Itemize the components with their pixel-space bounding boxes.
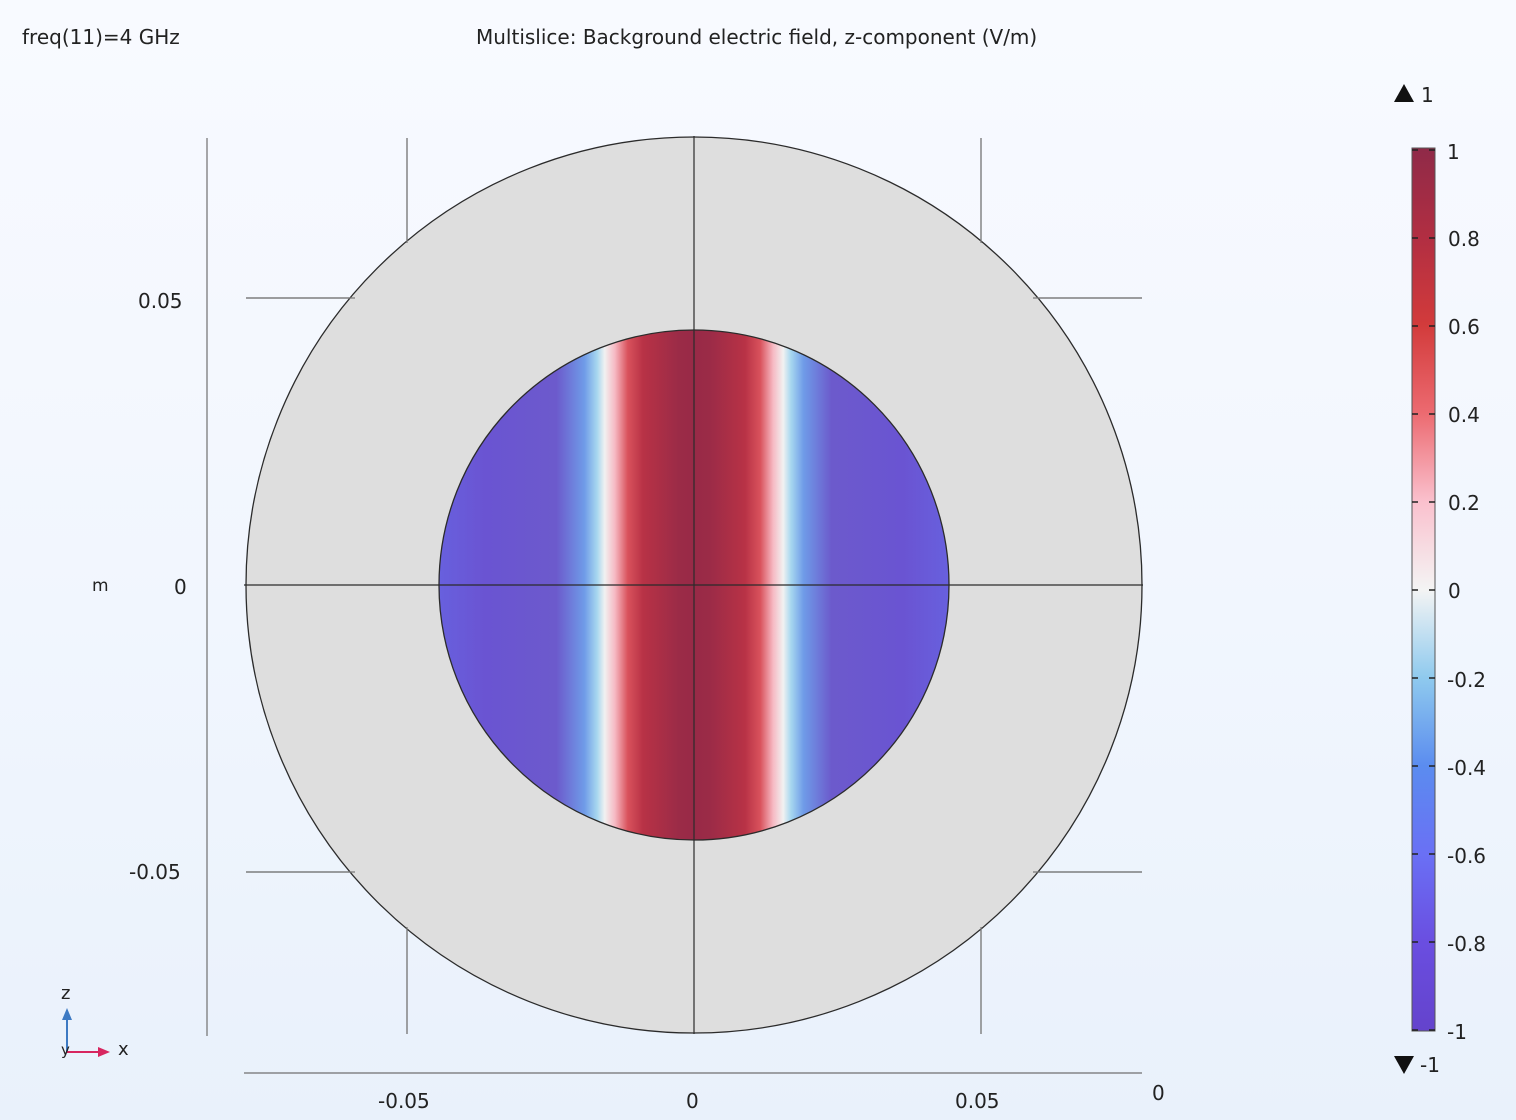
- colorbar-tick-label: 0.4: [1448, 403, 1480, 427]
- colorbar-tick-label: -0.4: [1447, 756, 1487, 780]
- axis-triad: [62, 1008, 110, 1057]
- colorbar-min-label: -1: [1420, 1053, 1440, 1077]
- parameter-label: freq(11)=4 GHz: [22, 25, 180, 49]
- y-tick-label: 0: [174, 575, 187, 599]
- colorbar-ticks: [1412, 149, 1435, 1031]
- min-marker-icon: [1394, 1056, 1414, 1074]
- plot-title: Multislice: Background electric field, z…: [476, 25, 1038, 49]
- triad-z-label: z: [61, 983, 71, 1004]
- colorbar-tick-label: 0.8: [1448, 227, 1480, 251]
- colorbar-tick-label: -0.6: [1447, 844, 1487, 868]
- max-marker-icon: [1394, 84, 1414, 102]
- colorbar-tick-label: -0.8: [1447, 932, 1487, 956]
- cut-lines: [244, 136, 1143, 1034]
- colorbar-tick-label: -1: [1447, 1020, 1467, 1044]
- y-tick-label: -0.05: [129, 860, 181, 884]
- triad-x-label: x: [118, 1039, 129, 1060]
- y-tick-label: 0.05: [138, 289, 183, 313]
- x-tick-label: 0: [686, 1089, 699, 1113]
- colorbar-tick-label: 1: [1447, 140, 1460, 164]
- colorbar-tick-label: -0.2: [1447, 668, 1487, 692]
- grid-overlay: [246, 138, 1142, 1034]
- triad-y-label: y: [61, 1041, 70, 1059]
- colorbar-tick-label: 0.2: [1448, 491, 1480, 515]
- colorbar-tick-label: 0.6: [1448, 315, 1480, 339]
- colorbar-max-label: 1: [1421, 83, 1434, 107]
- x-tick-label: 0.05: [955, 1089, 1000, 1113]
- unit-label: m: [92, 576, 109, 596]
- x-tick-label: -0.05: [378, 1089, 430, 1113]
- depth-tick-label: 0: [1152, 1081, 1165, 1105]
- colorbar-tick-label: 0: [1448, 579, 1461, 603]
